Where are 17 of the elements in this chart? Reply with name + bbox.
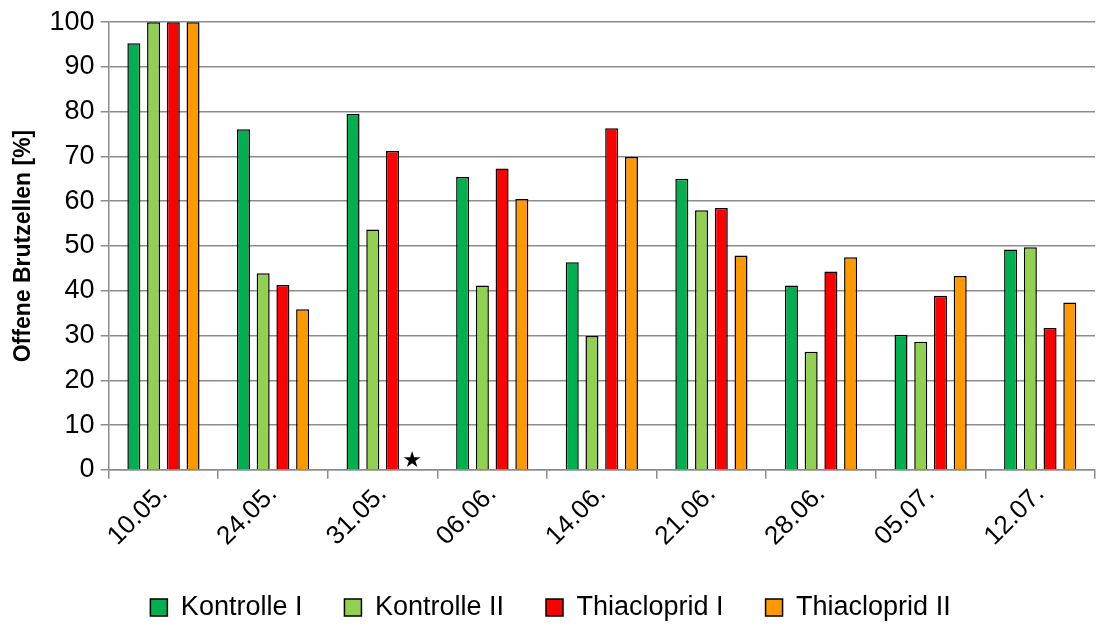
y-tick-label: 0 (79, 453, 95, 484)
legend-label: Kontrolle II (374, 590, 505, 621)
y-tick-label: 100 (49, 5, 95, 36)
y-tick-label: 50 (64, 229, 95, 260)
y-tick-label: 60 (64, 184, 95, 215)
y-tick-label: 70 (64, 139, 95, 170)
y-tick-label: 80 (64, 95, 95, 126)
y-axis-title: Offene Brutzellen [%] (9, 129, 36, 363)
y-tick-label: 10 (64, 408, 95, 439)
y-tick-label: 20 (64, 363, 95, 394)
y-tick-label: 40 (64, 274, 95, 305)
legend-label: Thiacloprid I (576, 590, 724, 621)
legend-label: Kontrolle I (180, 590, 303, 621)
legend-label: Thiacloprid II (796, 590, 951, 621)
y-tick-label: 90 (64, 50, 95, 81)
y-tick-label: 30 (64, 318, 95, 349)
annotation: ★ (402, 446, 423, 472)
